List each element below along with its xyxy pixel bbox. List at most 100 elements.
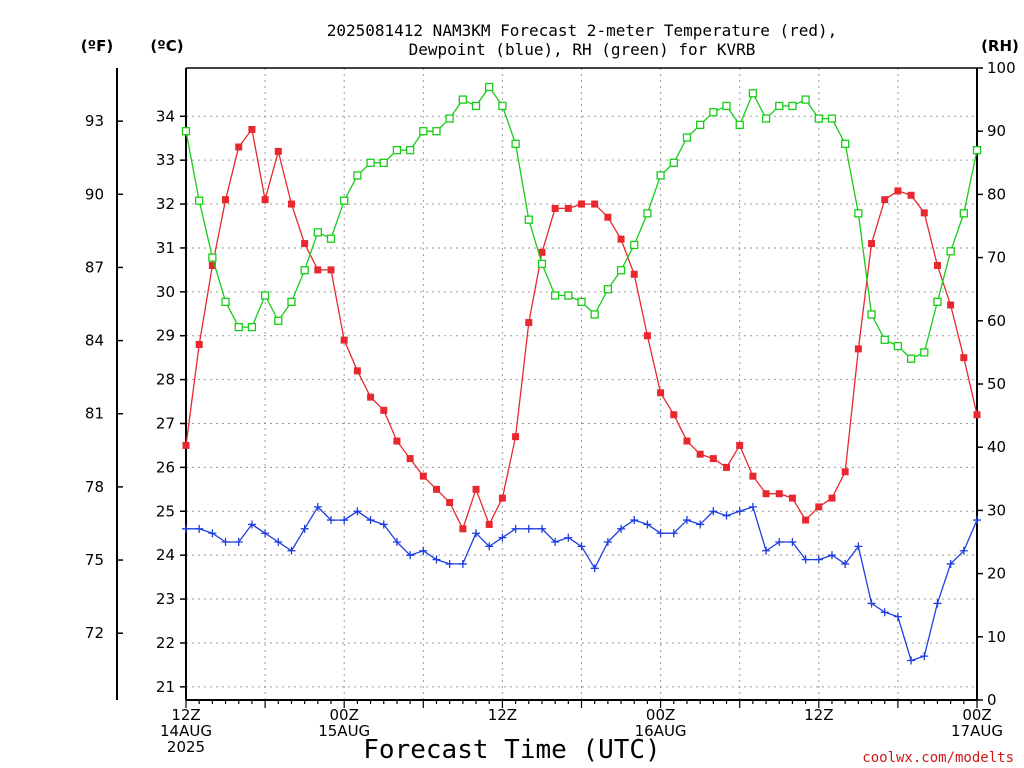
rh-point <box>590 310 599 319</box>
rh-tick-label: 0 <box>987 691 997 709</box>
temperature-point <box>380 406 388 414</box>
temperature-point <box>512 433 520 441</box>
dewpoint-point <box>287 546 296 555</box>
rh-point <box>353 171 362 180</box>
temperature-point <box>933 262 941 269</box>
temperature-point <box>235 143 243 151</box>
temperature-point <box>683 437 691 445</box>
temperature-point <box>815 503 823 511</box>
temperature-point <box>248 125 256 133</box>
temperature-point <box>353 367 361 375</box>
x-tick-label: 12Z <box>804 706 833 724</box>
rh-point <box>920 348 929 357</box>
rh-tick-label: 20 <box>987 565 1006 583</box>
rh-point <box>841 139 850 148</box>
dewpoint-point <box>406 551 415 560</box>
fahrenheit-tick-label: 75 <box>85 551 104 569</box>
temperature-point <box>788 494 796 502</box>
temperature-point <box>472 485 480 493</box>
dewpoint-point <box>880 608 889 617</box>
celsius-tick-label: 32 <box>156 195 175 213</box>
temperature-point <box>551 204 559 212</box>
rh-point <box>946 247 955 256</box>
rh-point <box>498 101 507 111</box>
dewpoint-point <box>959 546 968 555</box>
dewpoint-point <box>656 529 665 538</box>
rh-point <box>471 101 481 111</box>
fahrenheit-tick-label: 87 <box>85 258 104 276</box>
x-axis-title: Forecast Time (UTC) <box>363 735 660 765</box>
temperature-point <box>947 301 955 309</box>
rh-point <box>788 101 797 111</box>
temperature-point <box>446 499 454 506</box>
temperature-point <box>182 441 190 449</box>
temperature-point <box>274 147 282 155</box>
rh-point <box>234 322 243 332</box>
rh-point <box>775 101 784 111</box>
rh-tick-label: 70 <box>987 249 1006 267</box>
x-tick-label: 17AUG <box>951 722 1003 740</box>
temperature-point <box>736 441 744 449</box>
celsius-tick-label: 25 <box>156 502 175 520</box>
celsius-tick-label: 31 <box>156 239 175 257</box>
celsius-tick-label: 24 <box>156 546 175 564</box>
celsius-tick-label: 23 <box>156 590 175 608</box>
rh-point <box>326 234 336 243</box>
celsius-tick-label: 29 <box>156 327 175 345</box>
rh-point <box>722 101 731 111</box>
rh-tick-label: 40 <box>987 438 1006 456</box>
rh-point <box>827 114 837 123</box>
dewpoint-point <box>907 656 916 665</box>
dewpoint-point <box>709 507 718 516</box>
rh-point <box>313 228 322 237</box>
dewpoint-point <box>788 538 797 546</box>
dewpoint-point <box>537 524 546 533</box>
temperature-point <box>498 494 506 502</box>
rh-tick-label: 100 <box>987 59 1016 77</box>
grid-lines <box>186 68 977 700</box>
rh-point <box>656 171 665 180</box>
temperature-point <box>894 187 902 195</box>
dewpoint-point <box>313 502 322 511</box>
dewpoint-point <box>762 546 771 555</box>
rh-point <box>801 95 810 104</box>
dewpoint-point <box>300 524 309 533</box>
x-tick-label: 2025 <box>167 738 205 756</box>
dewpoint-point <box>208 529 217 538</box>
temperature-point <box>670 411 678 419</box>
x-tick-label: 14AUG <box>160 722 212 740</box>
dewpoint-point <box>234 538 243 546</box>
y-tick-labels: 21 22 23 24 25 26 27 28 29 30 31 32 33 34 72 75 78 81 84 87… <box>85 59 1016 709</box>
rh-point <box>577 297 586 306</box>
celsius-tick-label: 22 <box>156 634 175 652</box>
x-tick-label: 00Z <box>646 706 675 724</box>
rh-point <box>735 120 744 130</box>
dewpoint-point <box>722 511 731 520</box>
dewpoint-point <box>340 516 349 525</box>
rh-point <box>893 341 903 351</box>
rh-point <box>247 322 257 332</box>
rh-point <box>405 146 415 155</box>
dewpoint-point <box>366 516 375 525</box>
dewpoint-point <box>841 559 850 568</box>
rh-point <box>524 215 533 224</box>
dewpoint-point <box>920 652 929 661</box>
rh-line <box>185 85 978 360</box>
temperature-point <box>617 235 625 243</box>
temperature-point <box>696 450 704 458</box>
dewpoint-point <box>775 538 784 546</box>
rh-point <box>300 266 309 275</box>
dewpoint-point <box>973 516 981 525</box>
celsius-tick-label: 33 <box>156 151 175 169</box>
temperature-point <box>643 332 651 340</box>
fahrenheit-tick-label: 78 <box>85 478 104 496</box>
fahrenheit-tick-label: 90 <box>85 185 104 203</box>
temperature-point <box>604 213 612 221</box>
fahrenheit-tick-label: 72 <box>85 624 104 642</box>
fahrenheit-tick-label: 81 <box>85 405 104 423</box>
dewpoint-point <box>195 524 204 533</box>
rh-tick-label: 80 <box>987 185 1006 203</box>
temperature-point <box>907 191 915 199</box>
temperature-point <box>630 270 638 278</box>
